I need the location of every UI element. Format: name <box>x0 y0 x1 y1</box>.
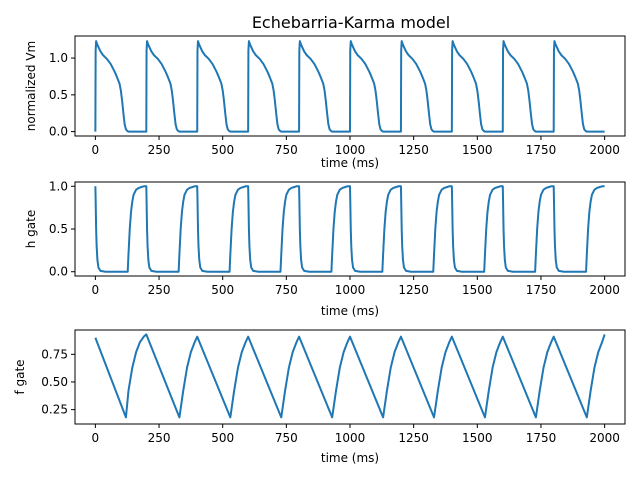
x-tick-label: 0 <box>92 431 100 445</box>
y-tick-label: 0.50 <box>41 375 68 389</box>
x-tick-label: 1500 <box>462 431 493 445</box>
y-axis-label-h-gate: h gate <box>24 210 38 248</box>
x-tick-label: 0 <box>92 143 100 157</box>
x-tick-label: 2000 <box>589 431 620 445</box>
x-tick-label: 750 <box>275 431 298 445</box>
x-ticks-f-gate: 0 250 500 750 1000 1250 1500 1750 2000 <box>92 424 620 445</box>
x-tick-label: 250 <box>148 283 171 297</box>
y-tick-label: 0.25 <box>41 403 68 417</box>
y-tick-label: 0.5 <box>49 88 68 102</box>
y-tick-label: 0.5 <box>49 222 68 236</box>
x-axis-label-vm: time (ms) <box>321 156 379 170</box>
x-tick-label: 250 <box>148 143 171 157</box>
y-ticks-vm: 0.0 0.5 1.0 <box>49 51 75 139</box>
chart-title: Echebarria-Karma model <box>252 13 450 32</box>
x-tick-label: 1750 <box>526 431 557 445</box>
x-tick-label: 250 <box>148 431 171 445</box>
y-ticks-h-gate: 0.0 0.5 1.0 <box>49 179 75 279</box>
x-tick-label: 2000 <box>589 143 620 157</box>
x-tick-label: 750 <box>275 143 298 157</box>
panel-f-gate: 0 250 500 750 1000 1250 1500 1750 2000 0.250.500… <box>13 329 626 465</box>
x-axis-label-f-gate: time (ms) <box>321 451 379 465</box>
y-tick-label: 1.0 <box>49 51 68 65</box>
x-tick-label: 1750 <box>526 283 557 297</box>
x-tick-label: 1500 <box>462 283 493 297</box>
panel-vm: 0 250 500 750 1000 1250 1500 1750 2000 0.0 0.5 1.0… <box>24 35 626 170</box>
x-tick-label: 1250 <box>398 143 429 157</box>
x-tick-label: 0 <box>92 283 100 297</box>
x-tick-label: 2000 <box>589 283 620 297</box>
y-tick-label: 0.0 <box>49 265 68 279</box>
y-tick-label: 0.75 <box>41 347 68 361</box>
x-axis-label-h-gate: time (ms) <box>321 304 379 318</box>
x-tick-label: 1750 <box>526 143 557 157</box>
y-axis-label-f-gate: f gate <box>13 359 27 394</box>
x-tick-label: 1500 <box>462 143 493 157</box>
x-tick-label: 750 <box>275 283 298 297</box>
series-line-h-gate <box>94 185 606 273</box>
x-tick-label: 1000 <box>335 283 366 297</box>
y-ticks-f-gate: 0.25 0.50 0.75 <box>41 347 75 417</box>
y-axis-label-vm: normalized Vm <box>24 41 38 131</box>
x-ticks-h-gate: 0 250 500 750 1000 1250 1500 1750 2000 <box>92 276 620 297</box>
series-line-vm <box>94 40 606 133</box>
x-tick-label: 1000 <box>335 143 366 157</box>
panel-h-gate: 0 250 500 750 1000 1250 1500 1750 2000 0.0 0.5 1.0… <box>24 179 626 318</box>
x-tick-label: 500 <box>211 283 234 297</box>
x-tick-label: 500 <box>211 143 234 157</box>
x-ticks-vm: 0 250 500 750 1000 1250 1500 1750 2000 <box>92 136 620 157</box>
y-tick-label: 1.0 <box>49 179 68 193</box>
y-tick-label: 0.0 <box>49 125 68 139</box>
x-tick-label: 1250 <box>398 431 429 445</box>
x-tick-label: 1250 <box>398 283 429 297</box>
x-tick-label: 1000 <box>335 431 366 445</box>
x-tick-label: 500 <box>211 431 234 445</box>
series-line-f-gate <box>94 333 606 419</box>
